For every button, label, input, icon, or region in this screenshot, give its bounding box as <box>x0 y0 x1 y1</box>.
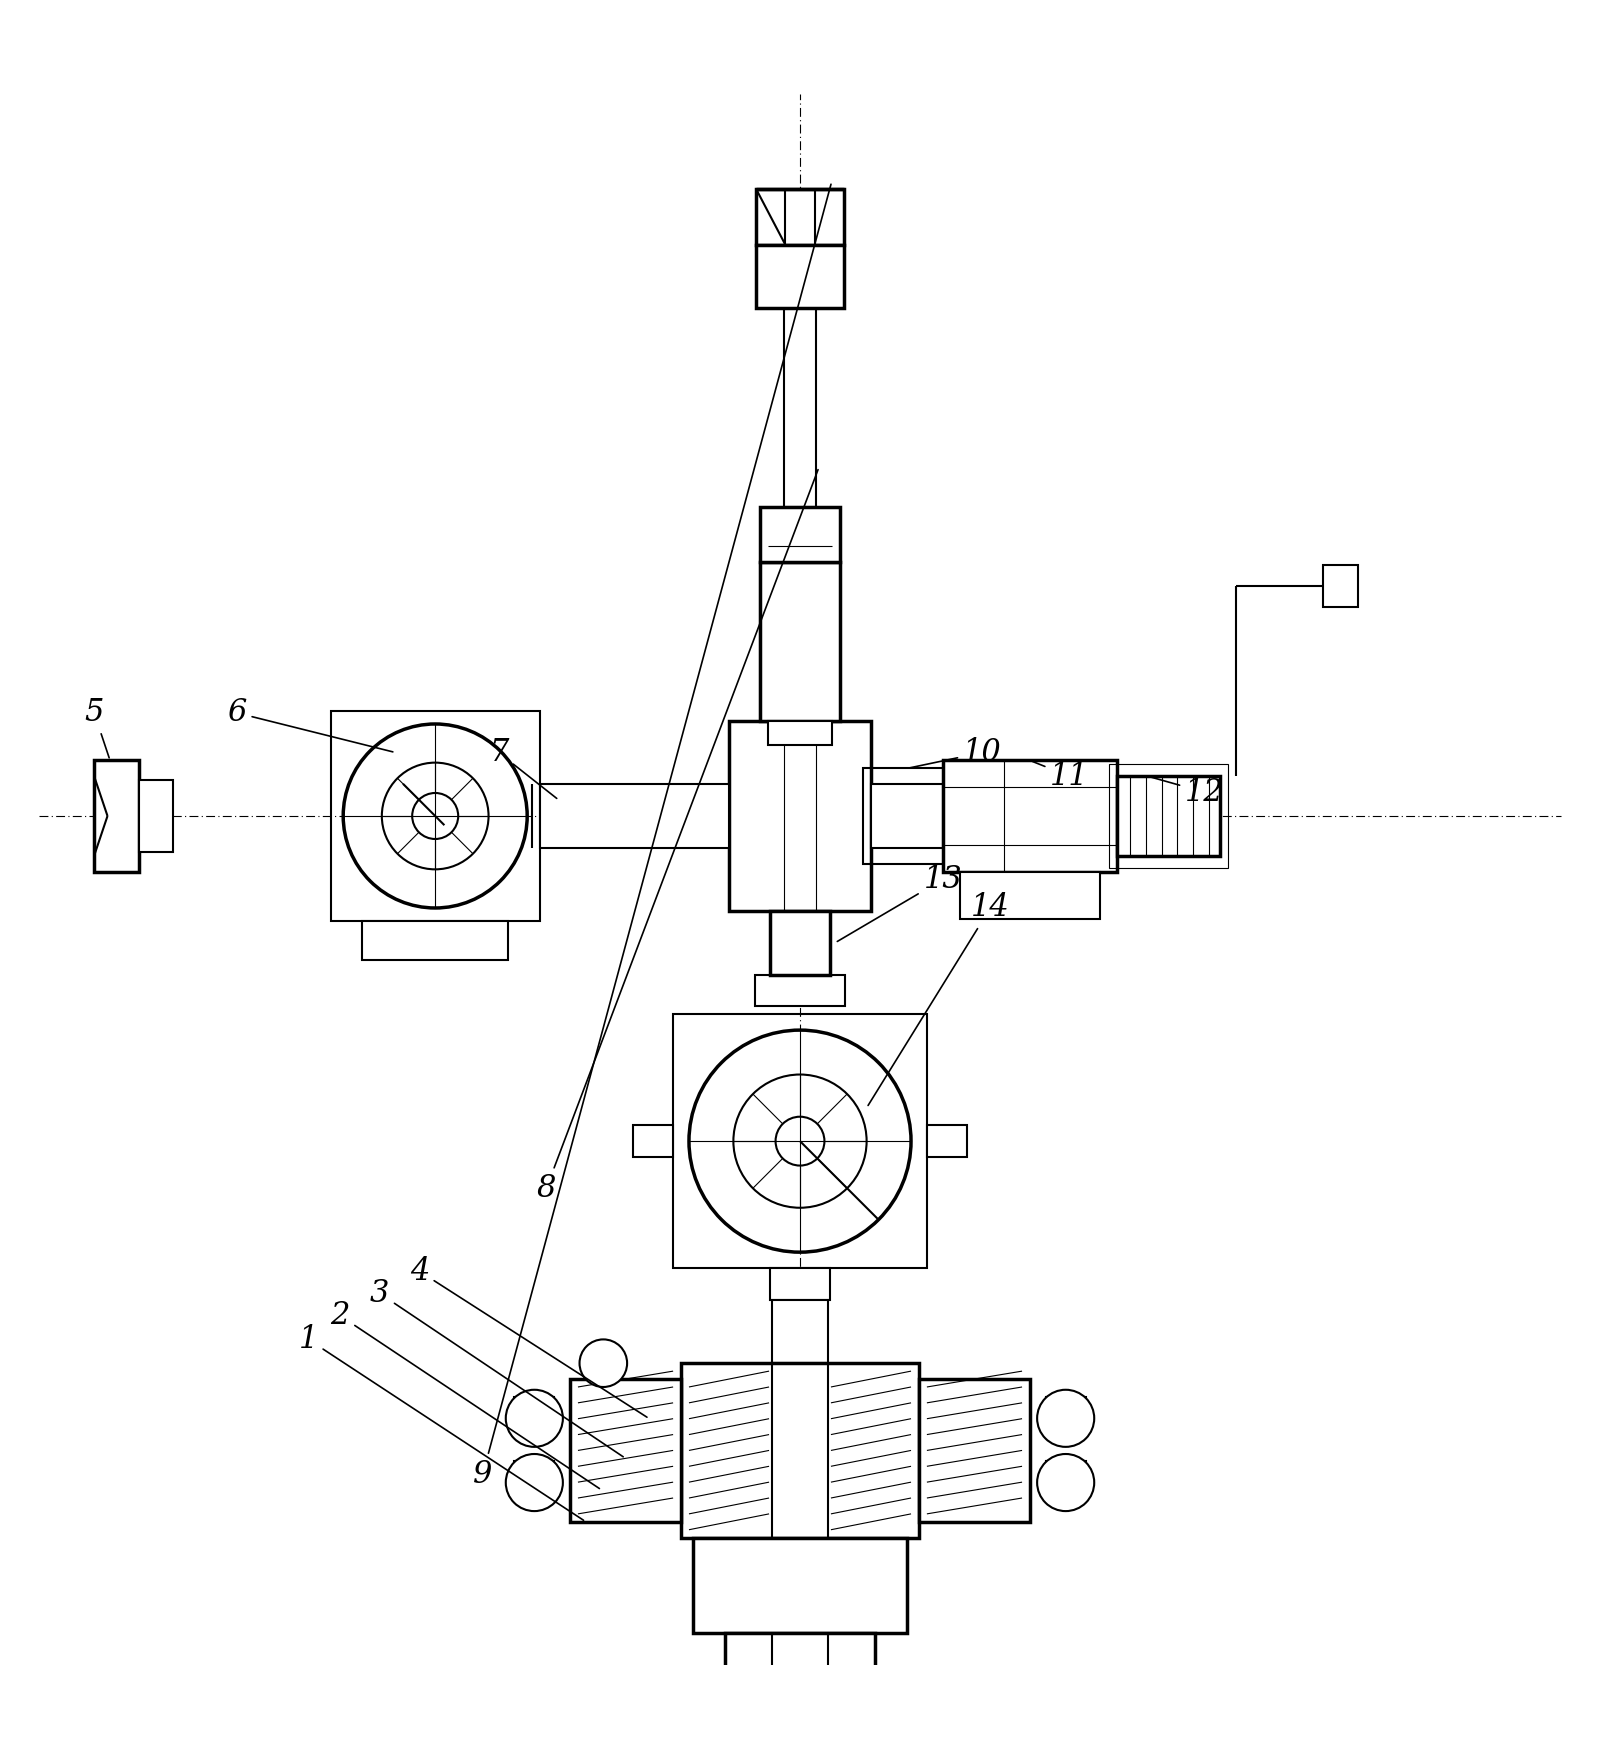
Text: 11: 11 <box>1032 762 1090 791</box>
Bar <box>1109 763 1229 868</box>
Bar <box>693 1537 907 1633</box>
Text: 7: 7 <box>490 737 557 798</box>
Text: 13: 13 <box>837 865 962 941</box>
Bar <box>960 872 1099 919</box>
Bar <box>728 722 872 912</box>
Text: 9: 9 <box>474 185 830 1490</box>
Text: 10: 10 <box>910 737 1002 769</box>
Bar <box>725 1633 875 1689</box>
Bar <box>1046 1461 1085 1501</box>
Bar <box>760 507 840 563</box>
Circle shape <box>413 793 458 838</box>
Text: 5: 5 <box>85 697 109 758</box>
Bar <box>770 1267 830 1300</box>
Circle shape <box>1037 1389 1094 1447</box>
Bar <box>515 1396 554 1436</box>
Text: 14: 14 <box>869 892 1010 1105</box>
Bar <box>1117 776 1221 856</box>
Bar <box>784 309 816 507</box>
Bar <box>942 760 1117 872</box>
Bar <box>539 784 728 847</box>
Text: 2: 2 <box>330 1300 600 1489</box>
Circle shape <box>579 1339 627 1387</box>
Circle shape <box>506 1454 563 1511</box>
Bar <box>864 769 950 863</box>
Text: 3: 3 <box>370 1278 624 1457</box>
Circle shape <box>733 1074 867 1208</box>
Bar <box>331 711 539 920</box>
Bar <box>570 1379 682 1522</box>
Circle shape <box>382 763 488 870</box>
Bar <box>755 246 845 309</box>
Bar <box>634 1126 674 1157</box>
Circle shape <box>506 1389 563 1447</box>
Bar <box>139 781 173 852</box>
Bar <box>872 784 942 847</box>
Bar <box>760 563 840 722</box>
Bar <box>770 912 830 974</box>
Bar <box>682 1363 918 1537</box>
Bar <box>1323 565 1358 607</box>
Bar <box>768 722 832 744</box>
Circle shape <box>342 723 526 908</box>
Bar <box>674 1014 926 1267</box>
Text: 4: 4 <box>410 1255 646 1417</box>
Bar <box>926 1126 966 1157</box>
Bar <box>773 1300 827 1363</box>
Bar <box>757 190 843 246</box>
Bar <box>1046 1396 1085 1436</box>
Circle shape <box>1037 1454 1094 1511</box>
Circle shape <box>776 1117 824 1166</box>
Text: 8: 8 <box>536 469 818 1204</box>
Bar <box>918 1379 1030 1522</box>
Bar <box>755 974 845 1006</box>
Bar <box>94 760 139 872</box>
Bar <box>515 1461 554 1501</box>
Text: 12: 12 <box>1150 777 1224 807</box>
Circle shape <box>690 1030 910 1251</box>
Text: 1: 1 <box>299 1325 584 1520</box>
Bar <box>362 920 509 960</box>
Text: 6: 6 <box>227 697 394 751</box>
